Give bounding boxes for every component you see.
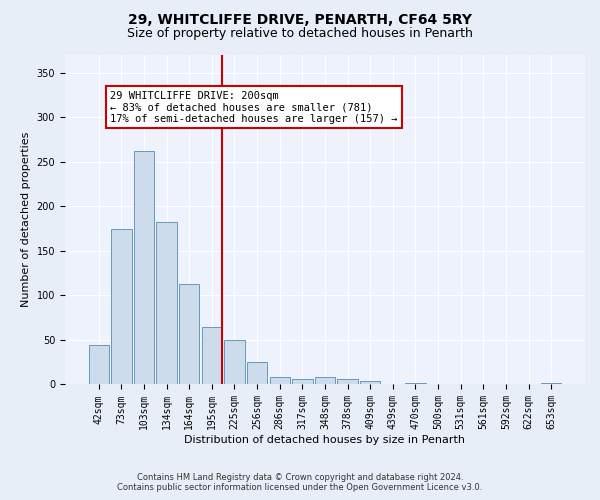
Bar (315, 378, 335, 384)
Bar (269, 378, 290, 384)
Text: 29 WHITCLIFFE DRIVE: 200sqm
← 83% of detached houses are smaller (781)
17% of se: 29 WHITCLIFFE DRIVE: 200sqm ← 83% of det… (110, 90, 398, 124)
X-axis label: Distribution of detached houses by size in Penarth: Distribution of detached houses by size … (184, 435, 466, 445)
Bar (111, 228, 131, 384)
Bar (360, 381, 380, 384)
Bar (179, 284, 199, 384)
Bar (541, 382, 562, 384)
Bar (247, 362, 267, 384)
Bar (224, 340, 245, 384)
Bar (134, 151, 154, 384)
Bar (292, 379, 313, 384)
Bar (89, 346, 109, 385)
Bar (405, 382, 425, 384)
Bar (157, 222, 177, 384)
Text: 29, WHITCLIFFE DRIVE, PENARTH, CF64 5RY: 29, WHITCLIFFE DRIVE, PENARTH, CF64 5RY (128, 12, 472, 26)
Bar (202, 326, 222, 384)
Text: Contains HM Land Registry data © Crown copyright and database right 2024.
Contai: Contains HM Land Registry data © Crown c… (118, 473, 482, 492)
Text: Size of property relative to detached houses in Penarth: Size of property relative to detached ho… (127, 28, 473, 40)
Y-axis label: Number of detached properties: Number of detached properties (21, 132, 31, 308)
Bar (337, 379, 358, 384)
